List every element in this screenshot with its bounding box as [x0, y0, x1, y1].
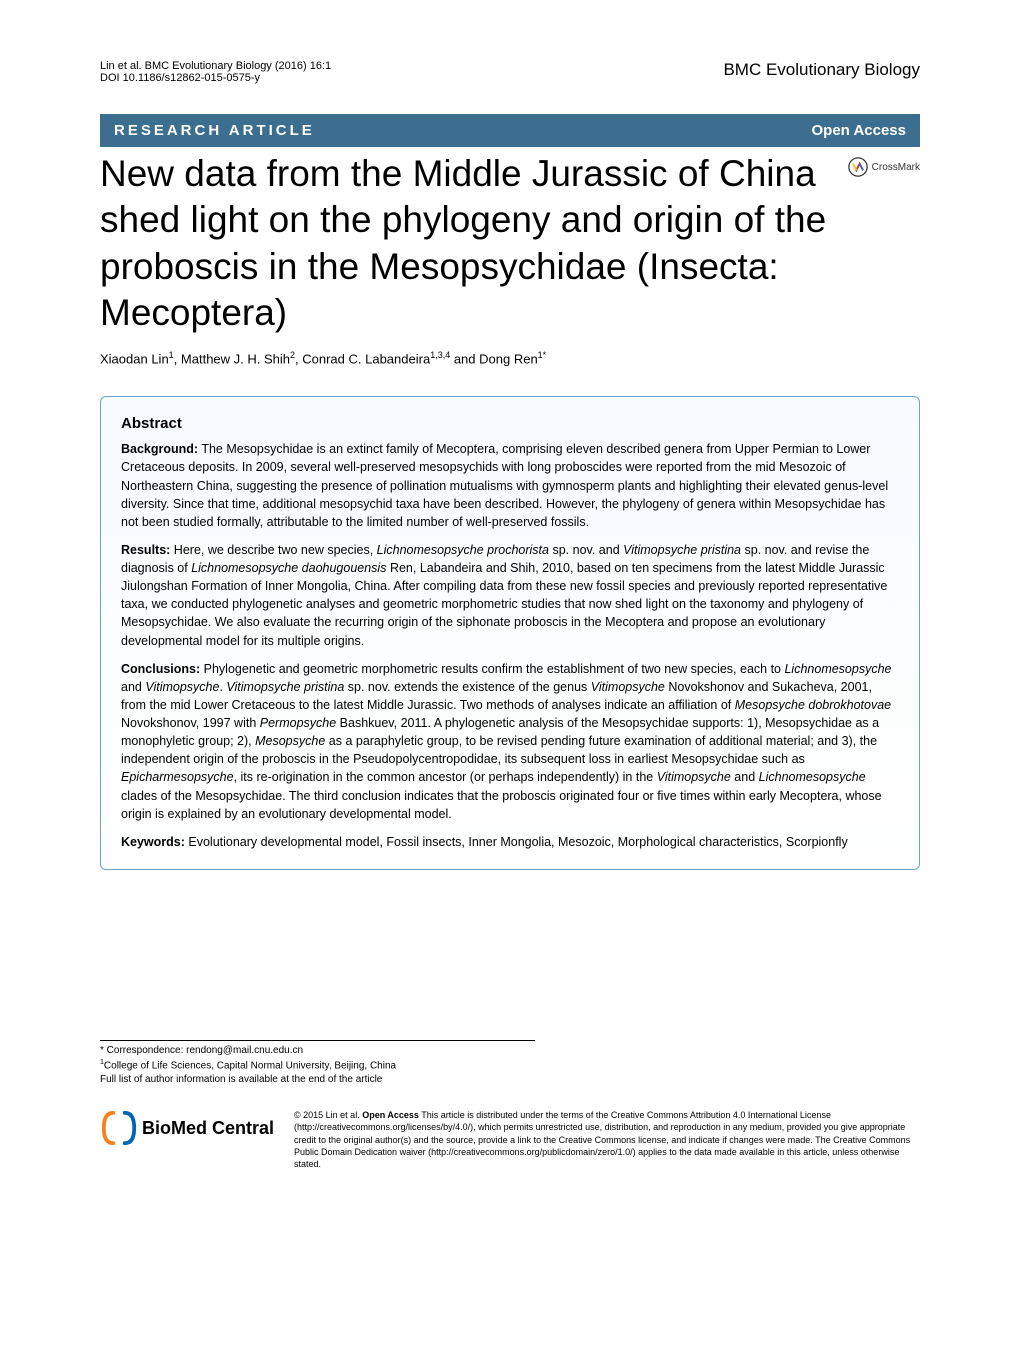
crossmark-badge[interactable]: CrossMark — [848, 157, 920, 177]
keywords-text: Evolutionary developmental model, Fossil… — [185, 835, 848, 849]
keywords-label: Keywords: — [121, 835, 185, 849]
page-container: Lin et al. BMC Evolutionary Biology (201… — [0, 0, 1020, 1210]
crossmark-icon — [848, 157, 868, 177]
background-text: The Mesopsychidae is an extinct family o… — [121, 442, 888, 529]
abstract-background: Background: The Mesopsychidae is an exti… — [121, 440, 899, 531]
article-title: New data from the Middle Jurassic of Chi… — [100, 151, 840, 336]
citation-line1: Lin et al. BMC Evolutionary Biology (201… — [100, 60, 331, 72]
license-row: BioMed Central © 2015 Lin et al. Open Ac… — [100, 1109, 920, 1170]
background-label: Background: — [121, 442, 198, 456]
running-header: Lin et al. BMC Evolutionary Biology (201… — [100, 60, 920, 84]
correspondence-line: * Correspondence: rendong@mail.cnu.edu.c… — [100, 1044, 535, 1058]
journal-name: BMC Evolutionary Biology — [723, 60, 920, 80]
title-row: New data from the Middle Jurassic of Chi… — [100, 151, 920, 336]
conclusions-text: Phylogenetic and geometric morphometric … — [121, 662, 892, 821]
footer-affiliations: * Correspondence: rendong@mail.cnu.edu.c… — [100, 1040, 535, 1087]
abstract-conclusions: Conclusions: Phylogenetic and geometric … — [121, 660, 899, 823]
abstract-box: Abstract Background: The Mesopsychidae i… — [100, 396, 920, 870]
bmc-brackets-icon — [100, 1109, 138, 1147]
open-access-label: Open Access — [812, 122, 907, 139]
biomed-central-logo[interactable]: BioMed Central — [100, 1109, 274, 1147]
full-list-line: Full list of author information is avail… — [100, 1073, 535, 1087]
license-text: © 2015 Lin et al. Open Access This artic… — [294, 1109, 920, 1170]
affiliation-line: 1College of Life Sciences, Capital Norma… — [100, 1058, 535, 1073]
article-type-bar: RESEARCH ARTICLE Open Access — [100, 114, 920, 147]
citation-line2: DOI 10.1186/s12862-015-0575-y — [100, 72, 331, 84]
article-type-label: RESEARCH ARTICLE — [114, 122, 315, 139]
crossmark-label: CrossMark — [872, 162, 920, 173]
abstract-heading: Abstract — [121, 415, 899, 432]
results-label: Results: — [121, 543, 170, 557]
abstract-results: Results: Here, we describe two new speci… — [121, 541, 899, 650]
bmc-logo-text: BioMed Central — [142, 1118, 274, 1139]
authors-list: Xiaodan Lin1, Matthew J. H. Shih2, Conra… — [100, 350, 920, 366]
conclusions-label: Conclusions: — [121, 662, 200, 676]
citation-header: Lin et al. BMC Evolutionary Biology (201… — [100, 60, 331, 84]
results-text: Here, we describe two new species, Lichn… — [121, 543, 887, 648]
abstract-keywords: Keywords: Evolutionary developmental mod… — [121, 833, 899, 851]
